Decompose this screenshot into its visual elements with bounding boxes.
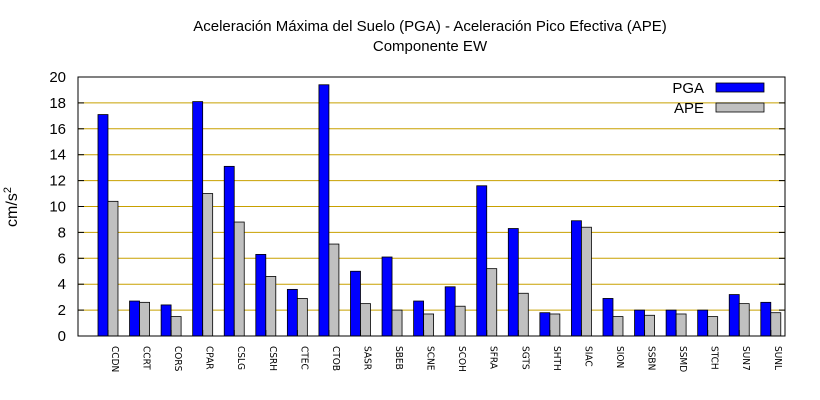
bar-ape-sfra	[486, 268, 498, 337]
x-tick-label: SCNE	[425, 346, 436, 371]
y-tick-label: 8	[58, 224, 66, 241]
bar-pga-sfra	[476, 185, 488, 337]
x-tick-label: CORS	[172, 346, 183, 372]
legend-swatch-ape	[715, 102, 765, 113]
x-tick-label: SUNL	[772, 346, 783, 370]
x-tick-label: SION	[614, 346, 625, 368]
x-tick-label: SBEB	[393, 346, 404, 370]
bar-pga-siac	[571, 220, 582, 337]
x-tick-label: CTEC	[298, 346, 309, 370]
bar-ape-sunl	[770, 312, 782, 337]
bar-pga-sgts	[507, 228, 519, 337]
legend-label-ape: APE	[674, 100, 704, 117]
bar-pga-cors	[160, 304, 172, 337]
bar-pga-ssmd	[665, 309, 677, 337]
bar-ape-stch	[707, 316, 719, 337]
bars	[97, 84, 782, 337]
bar-ape-sbeb	[391, 309, 403, 337]
x-tick-label: SUN7	[740, 346, 751, 371]
chart-subtitle: Componente EW	[373, 38, 488, 55]
x-tick-label: SGTS	[519, 346, 530, 370]
x-tick-label: SSBN	[646, 346, 657, 370]
bar-ape-scne	[423, 313, 435, 337]
x-tick-label: CCRT	[141, 346, 152, 370]
y-tick-label: 18	[49, 95, 66, 112]
bar-ape-ctec	[296, 298, 308, 337]
legend: PGA APE	[672, 80, 765, 117]
y-tick-label: 0	[58, 328, 66, 345]
y-tick-label: 12	[49, 173, 66, 190]
y-tick-label: 6	[58, 250, 66, 267]
bar-pga-cpar	[192, 101, 204, 337]
bar-pga-sasr	[350, 270, 361, 337]
y-tick-label: 16	[49, 121, 66, 138]
bar-pga-sun7	[728, 294, 740, 337]
legend-label-pga: PGA	[672, 80, 704, 97]
bar-ape-cors	[170, 316, 182, 337]
bar-pga-ccrt	[129, 300, 140, 337]
bar-pga-shth	[539, 312, 551, 337]
y-tick-label: 2	[58, 302, 66, 319]
x-tick-label: CSLG	[235, 346, 246, 370]
x-tick-label: SCOH	[456, 346, 467, 372]
bar-ape-siac	[581, 226, 592, 337]
bar-ape-cslg	[233, 221, 245, 337]
x-tick-label: CCDN	[109, 346, 120, 372]
bar-pga-sion	[602, 298, 614, 337]
bar-ape-sion	[612, 316, 624, 337]
bar-ape-ctob	[328, 243, 340, 337]
y-tick-label: 4	[58, 276, 66, 293]
bar-ape-sgts	[517, 292, 529, 337]
legend-swatch-pga	[715, 82, 765, 93]
y-axis-label: cm/s2	[2, 187, 21, 227]
bar-ape-shth	[549, 313, 561, 337]
x-tick-label: SIAC	[582, 346, 593, 367]
y-tick-label: 10	[49, 199, 66, 216]
y-tick-label: 20	[49, 69, 66, 86]
bar-pga-scoh	[444, 286, 456, 337]
bar-pga-sunl	[760, 301, 772, 337]
x-tick-label: SHTH	[551, 346, 562, 371]
bar-pga-ssbn	[634, 309, 645, 337]
gridlines	[78, 102, 785, 311]
bar-pga-sbeb	[381, 256, 393, 337]
bar-ape-ccdn	[107, 200, 119, 337]
bar-pga-cslg	[223, 165, 235, 337]
x-tick-labels: CCDN CCRT CORS CPAR CSLG CSRH CTEC CTOB SASR SBEB…	[109, 346, 783, 372]
bar-pga-ccdn	[97, 114, 109, 337]
x-tick-label: SFRA	[488, 346, 499, 370]
chart-title: Aceleración Máxima del Suelo (PGA) - Ace…	[193, 18, 667, 35]
bar-pga-stch	[697, 309, 709, 337]
bar-ape-scoh	[454, 305, 466, 337]
bar-pga-ctec	[286, 288, 298, 337]
bar-ape-sun7	[738, 303, 750, 337]
x-tick-label: STCH	[709, 346, 720, 370]
bar-pga-ctob	[318, 84, 330, 337]
bar-ape-ssbn	[644, 314, 655, 337]
bar-ape-ssmd	[675, 313, 687, 337]
bar-ape-csrh	[265, 276, 277, 337]
y-tick-label: 14	[49, 147, 66, 164]
y-ticks: 0 2 4 6 8 10 12 14 16 18 20	[49, 69, 785, 345]
x-tick-label: CPAR	[204, 346, 215, 369]
bar-ape-sasr	[360, 303, 371, 337]
x-tick-label: SSMD	[677, 346, 688, 372]
x-tick-label: SASR	[361, 346, 372, 370]
x-tick-label: CSRH	[267, 346, 278, 371]
bar-pga-scne	[413, 300, 425, 337]
bar-pga-csrh	[255, 254, 267, 337]
bar-ape-cpar	[202, 193, 214, 337]
x-tick-label: CTOB	[330, 346, 341, 371]
bar-ape-ccrt	[139, 301, 150, 337]
